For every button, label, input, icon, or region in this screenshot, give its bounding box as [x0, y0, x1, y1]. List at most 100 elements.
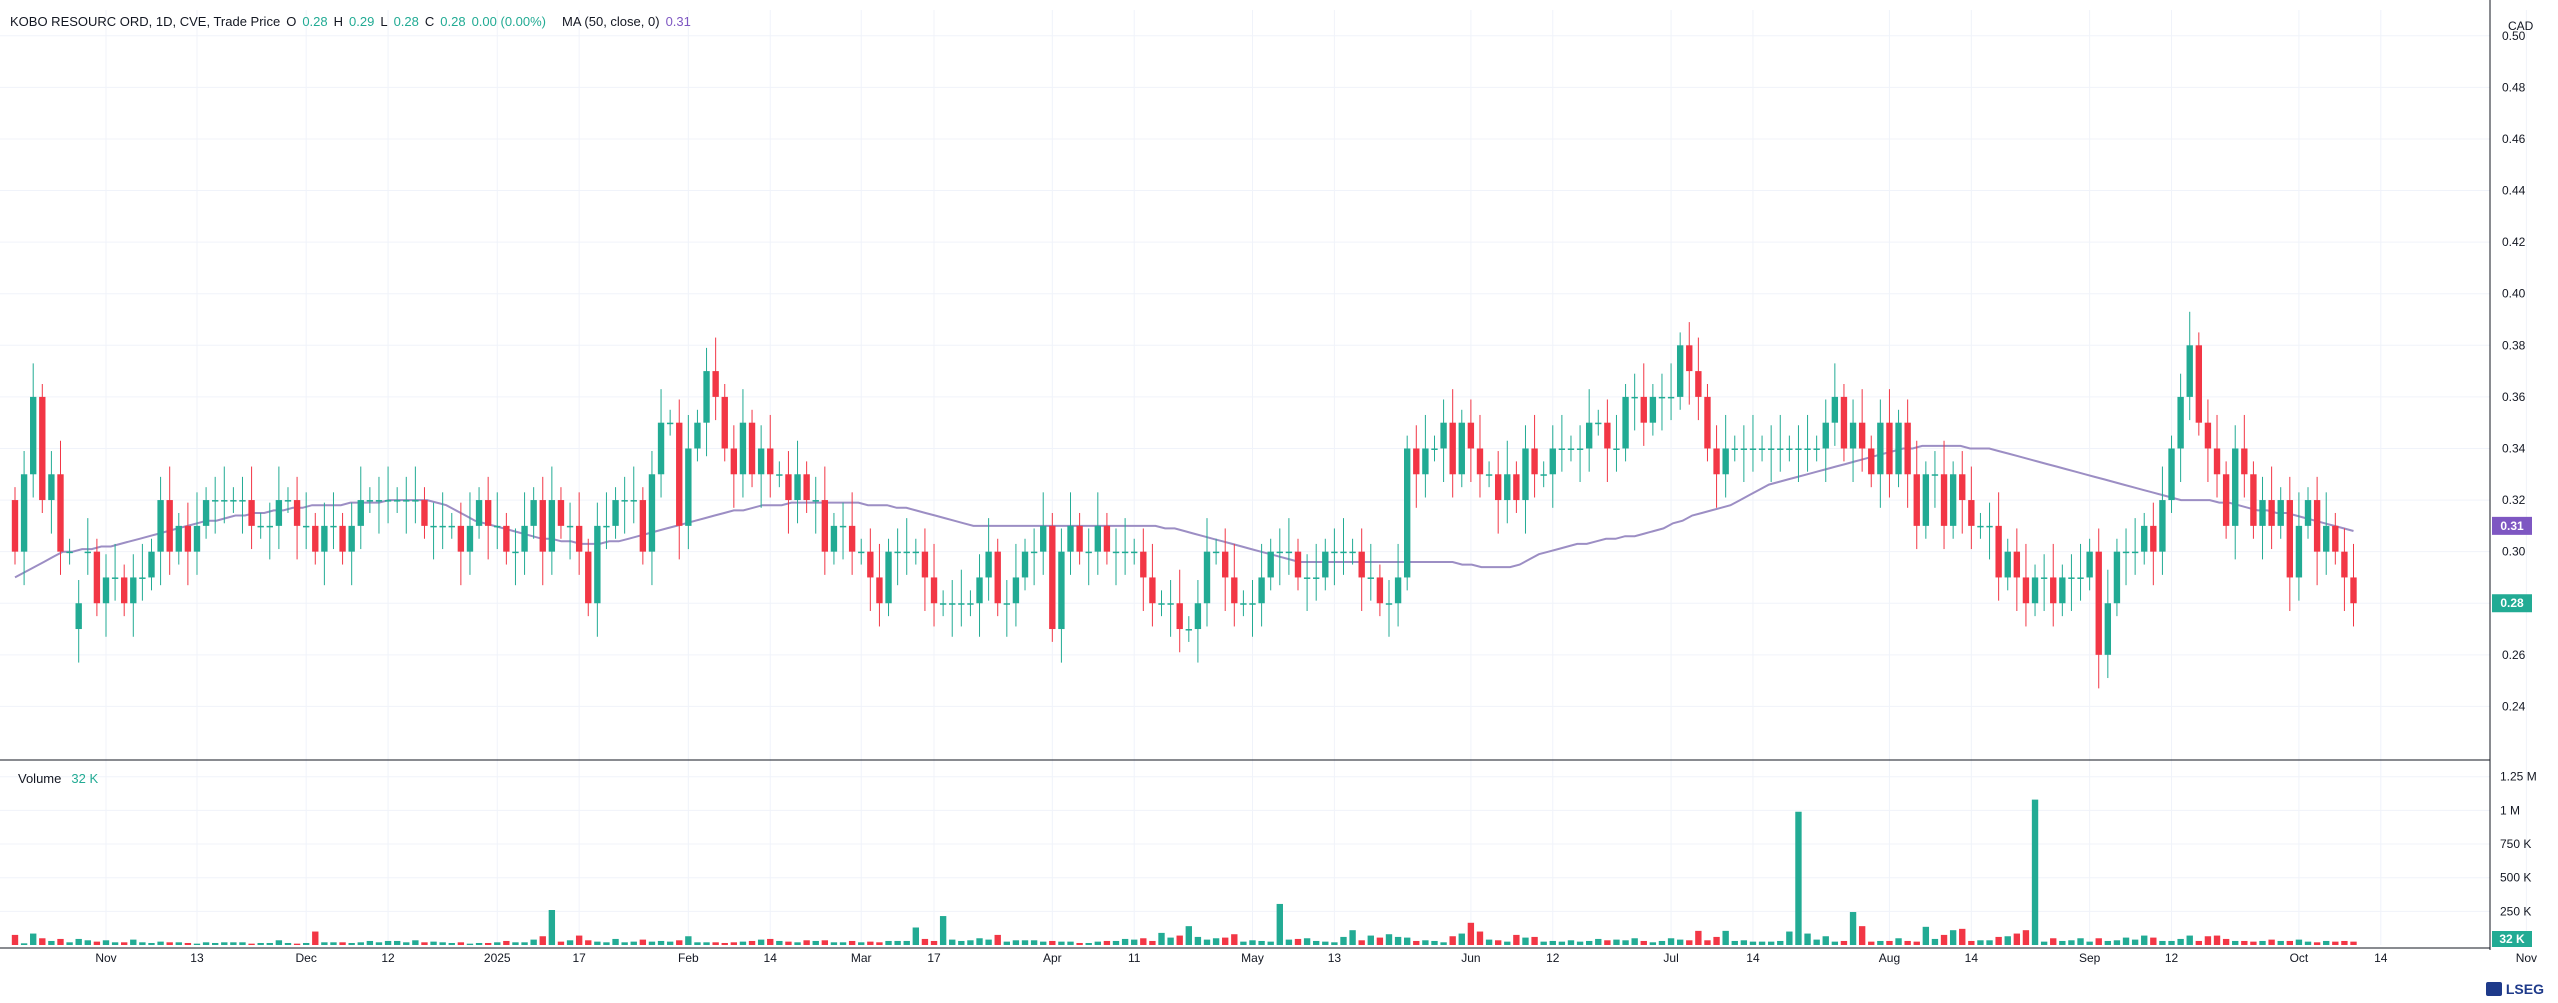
- volume-bar: [712, 942, 719, 945]
- candle-body: [148, 551, 155, 578]
- volume-badge-bg: [2492, 931, 2532, 947]
- candle-body: [166, 500, 173, 552]
- candle-body: [785, 474, 792, 501]
- candle-body: [1340, 551, 1347, 554]
- candle-body: [858, 551, 865, 554]
- candle-body: [1613, 448, 1620, 450]
- ma-path: [14, 444, 2354, 579]
- candle-body: [1959, 474, 1966, 501]
- candle-body: [384, 500, 392, 502]
- volume-bar: [1540, 941, 1547, 945]
- volume-bar: [1103, 940, 1111, 945]
- candle-body: [2323, 525, 2330, 552]
- date-tick-label: 14: [764, 951, 778, 965]
- volume-bar: [1176, 935, 1183, 945]
- date-tick-label: 12: [2165, 951, 2179, 965]
- volume-bar: [1222, 937, 1229, 945]
- candle-body: [184, 525, 192, 552]
- volume-badge: 32 K: [2499, 932, 2525, 946]
- grid: [0, 10, 2527, 945]
- volume-bar: [39, 938, 46, 945]
- volume-bar: [93, 941, 101, 945]
- volume-bar: [1895, 938, 1902, 945]
- candle-body: [130, 577, 137, 604]
- volume-bar: [248, 943, 255, 945]
- volume-bar: [1340, 936, 1347, 945]
- volume-bar: [239, 942, 246, 945]
- volume-bar: [20, 943, 28, 945]
- candle-body: [1649, 396, 1657, 423]
- volume-bar: [1485, 939, 1493, 945]
- volume-bar: [1076, 942, 1083, 945]
- candle-body: [1212, 551, 1220, 554]
- candle-body: [2050, 577, 2057, 604]
- volume-bar: [1840, 940, 1848, 945]
- candle-body: [275, 500, 283, 526]
- volume-bar: [202, 942, 210, 945]
- candle-body: [985, 551, 992, 578]
- volume-bar: [2150, 937, 2157, 945]
- volume-bar: [1449, 936, 1456, 945]
- candle-body: [1995, 525, 2002, 578]
- volume-bar: [2113, 940, 2121, 945]
- candle-body: [239, 500, 246, 502]
- volume-bar: [57, 938, 64, 945]
- low-value: 0.28: [393, 14, 419, 29]
- candle-body: [557, 500, 565, 526]
- volume-bar: [2013, 933, 2021, 945]
- candle-body: [1686, 345, 1693, 372]
- low-label: L: [380, 14, 388, 29]
- candle-body: [448, 525, 455, 528]
- candle-body: [2059, 577, 2066, 604]
- price-tick-label: 0.48: [2502, 80, 2526, 94]
- candle-body: [2086, 551, 2093, 578]
- axes: 0.24 0.26 0.28 0.30 0.32 0.34 0.36 0.38 0.40 0.42…: [0, 0, 2537, 965]
- volume-bar: [339, 942, 346, 945]
- date-tick-label: 13: [190, 951, 204, 965]
- candle-body: [1731, 448, 1738, 450]
- candle-body: [284, 500, 292, 502]
- volume-bar: [1212, 938, 1220, 945]
- volume-bar: [730, 942, 738, 945]
- volume-bar: [1786, 931, 1793, 945]
- lseg-logo: LSEG: [2485, 981, 2544, 997]
- candle-body: [230, 500, 237, 502]
- volume-bar: [976, 938, 983, 945]
- candle-body: [1112, 551, 1120, 554]
- volume-bar: [1704, 940, 1711, 945]
- volume-bar: [1322, 941, 1329, 945]
- volume-bar: [230, 942, 237, 945]
- candle-body: [1222, 551, 1229, 578]
- candle-body: [1567, 448, 1575, 450]
- candle-body: [1121, 551, 1129, 554]
- candle-body: [2268, 500, 2275, 526]
- volume-bar: [130, 939, 137, 945]
- volume-bar: [1313, 940, 1320, 945]
- volume-bar: [184, 942, 192, 945]
- volume-bar: [1385, 934, 1393, 945]
- candle-body: [1067, 525, 1074, 552]
- candle-body: [20, 474, 28, 552]
- volume-bar: [484, 942, 492, 945]
- candle-body: [1167, 603, 1174, 605]
- candle-body: [1021, 551, 1029, 578]
- candle-body: [1977, 525, 1984, 528]
- date-tick-label: Feb: [678, 951, 699, 965]
- volume-bar: [2277, 940, 2284, 945]
- candle-body: [1940, 474, 1948, 526]
- volume-bar: [830, 942, 838, 945]
- candle-body: [1413, 448, 1420, 475]
- date-tick-label: 14: [1746, 951, 1760, 965]
- volume-bar: [1695, 930, 1702, 945]
- volume-bar: [1240, 941, 1247, 945]
- candle-body: [1904, 422, 1911, 475]
- candle-body: [794, 474, 801, 501]
- volume-bar: [1285, 939, 1293, 945]
- volume-bar: [1349, 930, 1356, 945]
- price-tick-label: 0.24: [2502, 699, 2526, 713]
- volume-bar: [1968, 940, 1975, 945]
- candle-body: [1103, 525, 1111, 552]
- candle-body: [403, 500, 410, 502]
- candle-body: [357, 500, 364, 526]
